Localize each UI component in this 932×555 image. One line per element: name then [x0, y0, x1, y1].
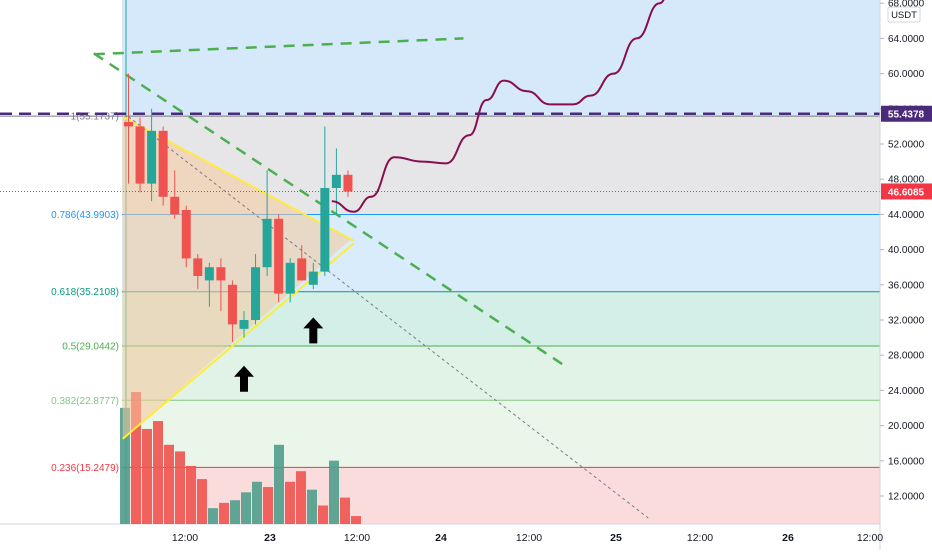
volume-bar [340, 497, 350, 524]
triangle-pattern-fill [122, 116, 351, 439]
price-tick-label: 52.0000 [888, 140, 925, 151]
last-price-tag [881, 183, 932, 200]
time-tick-label: 26 [782, 532, 794, 544]
unit-badge-label: USDT [891, 10, 917, 21]
level-price-label: 55.4378 [888, 110, 925, 121]
candle-body[interactable] [135, 126, 145, 184]
volume-bar [252, 481, 262, 524]
candle-body[interactable] [331, 174, 341, 188]
candle-body[interactable] [320, 188, 330, 272]
trendline-dashed-green[interactable] [93, 37, 464, 56]
volume-bar [329, 460, 339, 524]
price-tick-label: 68.0000 [888, 0, 925, 10]
candle-body[interactable] [343, 174, 353, 192]
price-tick-label: 36.0000 [888, 280, 925, 291]
volume-bar [285, 481, 295, 524]
fib-level-label: 0.786(43.9903) [51, 210, 119, 221]
candle-body[interactable] [251, 267, 261, 320]
price-axis [880, 0, 932, 550]
price-tick-label: 48.0000 [888, 175, 925, 186]
price-tick-label: 16.0000 [888, 456, 925, 467]
fib-level-label: 0.5(29.0442) [62, 342, 119, 353]
price-tick-label: 60.0000 [888, 69, 925, 80]
fib-level-label: 1(55.1737) [71, 112, 119, 123]
time-tick-label: 23 [264, 532, 276, 544]
volume-bar [296, 471, 306, 524]
candle-body[interactable] [262, 218, 272, 268]
up-arrow-annotation[interactable] [234, 365, 254, 392]
time-tick-label: 25 [610, 532, 622, 544]
candle-body[interactable] [297, 258, 307, 281]
volume-bar [274, 444, 284, 524]
volume-bar [142, 428, 152, 524]
volume-bar [164, 444, 174, 524]
price-tick-label: 64.0000 [888, 34, 925, 45]
volume-bar [318, 505, 328, 524]
price-tick-label: 28.0000 [888, 351, 925, 362]
candle-body[interactable] [204, 267, 214, 281]
fib-zone-top [122, 0, 880, 117]
price-tick-label: 44.0000 [888, 210, 925, 221]
volume-bar [186, 465, 196, 524]
volume-bar [307, 489, 317, 524]
candle-body[interactable] [124, 122, 133, 127]
time-tick-label: 24 [435, 532, 447, 544]
candle-body[interactable] [274, 218, 284, 294]
candle-body[interactable] [308, 271, 318, 285]
candle-body[interactable] [158, 130, 168, 197]
fib-zone [122, 346, 880, 401]
price-tick-label: 24.0000 [888, 386, 925, 397]
candle-body[interactable] [147, 130, 157, 184]
volume-bar [175, 451, 185, 524]
fib-zone [122, 400, 880, 468]
price-tick-label: 20.0000 [888, 421, 925, 432]
volume-bar [263, 487, 273, 524]
level-price-tag [881, 105, 932, 122]
fib-level-label: 0.618(35.2108) [51, 287, 119, 298]
price-tick-label: 32.0000 [888, 316, 925, 327]
volume-bar [120, 407, 130, 524]
candle-body[interactable] [285, 262, 295, 294]
candle-body[interactable] [216, 267, 226, 281]
volume-bar [131, 392, 141, 524]
time-tick-label: 12:00 [687, 532, 713, 544]
volume-bar [208, 508, 218, 524]
price-tick-label: 12.0000 [888, 492, 925, 503]
volume-bar [219, 502, 229, 524]
volume-bar [153, 421, 163, 524]
candle-body[interactable] [170, 196, 180, 215]
up-arrow-annotation[interactable] [303, 317, 324, 344]
fib-level-label: 0.236(15.2479) [51, 463, 119, 474]
unit-badge[interactable] [887, 6, 921, 23]
volume-bar [241, 492, 251, 524]
time-tick-label: 12:00 [344, 532, 370, 544]
volume-bar [197, 479, 207, 524]
price-tick-label: 40.0000 [888, 245, 925, 256]
candle-body[interactable] [239, 320, 249, 329]
time-tick-label: 12:00 [857, 532, 883, 544]
projection-path[interactable] [331, 0, 672, 213]
time-tick-label: 12:00 [516, 532, 542, 544]
last-price-label: 46.6085 [888, 187, 925, 198]
candle-body[interactable] [227, 284, 237, 325]
volume-bar [351, 516, 361, 524]
trendline-dotted-gray[interactable] [128, 116, 649, 519]
candle-body[interactable] [181, 210, 191, 259]
volume-bar [230, 500, 240, 524]
time-tick-label: 12:00 [172, 532, 198, 544]
fib-level-label: 0.382(22.8777) [51, 396, 119, 407]
candle-body[interactable] [193, 258, 203, 276]
